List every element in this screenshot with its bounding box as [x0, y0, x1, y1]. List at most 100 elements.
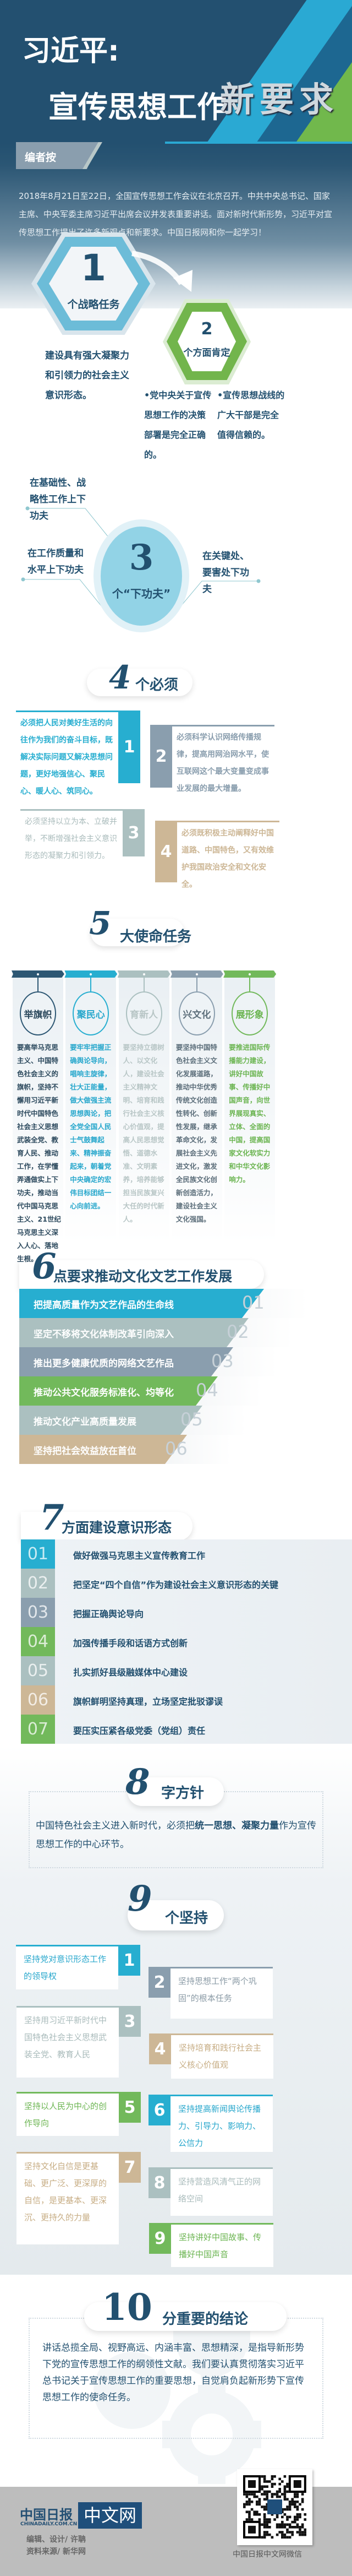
s6-row-number: 01 [242, 1292, 265, 1313]
ribbon-connector [196, 977, 197, 991]
s7-row-text: 加强传播手段和话语方式创新 [73, 1638, 188, 1648]
ribbon-dot-icon [37, 973, 39, 975]
ribbon-connector [249, 977, 251, 991]
s6-heading [19, 1260, 264, 1289]
s6-row-number: 04 [196, 1380, 218, 1401]
s2-number: 2 [201, 319, 213, 339]
s9-item-number: 9 [149, 2223, 171, 2254]
s6-row: 推动文化产业高质量发展 [19, 1406, 202, 1435]
s4-item-number: 2 [150, 725, 172, 788]
mission-title: 聚民心 [73, 991, 109, 1035]
qr-caption: 中国日报中文网微信 [233, 2550, 302, 2559]
title-highlight: 新要求 [220, 79, 339, 120]
mission-column: 举旗帜要高举马克思主义、中国特色社会主义的旗帜，坚持不懈用习近平新时代中国特色社… [12, 970, 64, 1263]
s6-row-number: 06 [165, 1438, 188, 1459]
s1-label: 个战略任务 [67, 299, 120, 311]
s3-circle [101, 527, 182, 626]
s7-row: 06 旗帜鲜明坚持真理，立场坚定批驳谬误 [21, 1685, 352, 1715]
mission-text: 要高举马克思主义、中国特色社会主义的旗帜，坚持不懈用习近平新时代中国特色社会主义… [17, 1043, 61, 1263]
qr-code [237, 2469, 312, 2545]
s10-text: 讲话总揽全局、视野高远、内涵丰富、思想精深，是指导新形势下党的宣传思想工作的纲领… [42, 2342, 304, 2403]
s8-text-before: 中国特色社会主义进入新时代，必须把 [36, 1820, 195, 1831]
s2-item-2: •宣传思想战线的广大干部是完全值得信赖的。 [217, 390, 285, 440]
s3-item-3: 在关键处、要害处下功夫 [202, 551, 249, 595]
s7-row: 03 把握正确舆论导向 [21, 1598, 352, 1627]
s4-item-bar [155, 821, 279, 822]
s10-number: 10 [102, 2286, 152, 2329]
s4-item-number: 4 [155, 821, 177, 882]
s4-item-number: 1 [118, 711, 140, 783]
mission-text: 要坚持中国特色社会主义文化发展道路，推动中华优秀传统文化创造性转化、创新性发展，… [175, 1043, 217, 1223]
s2-label: 个方面肯定 [183, 348, 230, 359]
mission-column: 展形象要推进国际传播能力建设，讲好中国故事、传播好中国声音，向世界展现真实、立体… [223, 970, 277, 1243]
ribbon-connector [37, 977, 38, 991]
s7-row: 04 加强传播手段和话语方式创新 [21, 1627, 352, 1656]
s9-item-text: 坚持营造风清气正的网络空间 [170, 2167, 273, 2216]
s7-row-text: 做好做强马克思主义宣传教育工作 [73, 1550, 206, 1561]
s7-row: 07 要压实压紧各级党委（党组）责任 [21, 1715, 352, 1744]
s3-item-1: 在基础性、战略性工作上下功夫 [30, 478, 86, 522]
s9-item-text: 坚持党对意识形态工作的领导权 [16, 1945, 118, 1989]
s9-item-text: 坚持讲好中国故事、传播好中国声音 [171, 2223, 273, 2267]
s9-item-text: 坚持用习近平新时代中国特色社会主义思想武装全党、教育人民 [16, 2006, 119, 2078]
s7-row-text: 把坚定“四个自信”作为建设社会主义意识形态的关键 [73, 1580, 279, 1590]
ribbon-connector [90, 977, 92, 991]
s4-item-bar [16, 711, 140, 712]
s7-heading [21, 1512, 193, 1541]
s5-label: 大使命任务 [120, 929, 192, 945]
s7-row-text: 要压实压紧各级党委（党组）责任 [73, 1726, 206, 1736]
s10-label: 分重要的结论 [162, 2311, 249, 2328]
logo-domain: CHINADAILY.COM.CN [20, 2521, 78, 2527]
qr-code-pattern [243, 2475, 306, 2539]
s7-row-number: 04 [21, 1627, 55, 1656]
s3-label: 个“下功夫” [112, 587, 171, 600]
s6-row: 把提高质量作为文艺作品的生命线 [19, 1289, 264, 1318]
s6-number: 6 [32, 1246, 57, 1287]
s7-number: 7 [40, 1497, 64, 1538]
s7-row-text: 旗帜鲜明坚持真理，立场坚定批驳谬误 [73, 1696, 223, 1707]
s6-row-number: 05 [180, 1409, 203, 1430]
mission-title: 育新人 [125, 991, 162, 1035]
mission-title: 展形象 [232, 991, 268, 1035]
editor-note-label: 编者按 [16, 142, 98, 169]
s4-item-bar [20, 809, 145, 811]
s9-item-number: 6 [148, 2095, 170, 2125]
title-line-1: 习近平: [22, 35, 119, 68]
s9-item-number: 8 [148, 2167, 170, 2198]
s9-item-text: 坚持思想工作“两个巩固”的根本任务 [170, 1967, 273, 2019]
s6-row: 推动公共文化服务标准化、均等化 [19, 1376, 218, 1406]
mission-title: 举旗帜 [20, 991, 56, 1035]
s4-label: 个必须 [135, 677, 179, 693]
s6-row-number: 03 [211, 1351, 234, 1371]
s7-row-number: 03 [21, 1598, 55, 1627]
s9-heading [128, 1900, 224, 1930]
mission-text: 要推进国际传播能力建设，讲好中国故事、传播好中国声音，向世界展现真实、立体、全面… [229, 1043, 271, 1184]
s9-item-text: 坚持文化自信是更基础、更广泛、更深厚的自信，是更基本、更深沉、更持久的力量 [16, 2152, 119, 2244]
s10-heading [84, 2302, 287, 2331]
s9-label: 个坚持 [165, 1910, 208, 1927]
s7-row-number: 05 [21, 1656, 55, 1685]
s5-heading [91, 919, 184, 946]
s4-item-text: 必须把人民对美好生活的向往作为我们的奋斗目标，既解决实际问题又解决思想问题，更好… [20, 719, 113, 796]
s8-heading [128, 1777, 224, 1806]
s8-number: 8 [125, 1761, 150, 1803]
s9-item-text: 坚持培育和践行社会主义核心价值观 [171, 2033, 273, 2079]
s4-item-text: 必须科学认识网络传播规律，提高用网治网水平，使互联网这个最大变量变成事业发展的最… [177, 733, 269, 793]
ribbon-connector [143, 977, 145, 991]
s9-item-number: 5 [119, 2092, 141, 2123]
s9-item-number: 4 [149, 2033, 171, 2064]
ribbon-dot-icon [249, 973, 251, 975]
s7-row-number: 01 [21, 1539, 55, 1569]
s6-row: 坚持把社会效益放在首位 [19, 1435, 187, 1464]
s5-number: 5 [89, 904, 112, 942]
credit-source: 资料来源/ 新华网 [26, 2547, 86, 2556]
s4-heading [87, 669, 193, 696]
s4-item-text: 必须既积极主动阐释好中国道路、中国特色，又有效维护我国政治安全和文化安全。 [182, 829, 274, 889]
mission-text: 要坚持立德树人、以文化人，建设社会主义精神文明、培育和践行社会主义核心价值观，提… [123, 1043, 164, 1223]
s9-item-number: 3 [119, 2006, 141, 2037]
s7-row-text: 把握正确舆论导向 [73, 1609, 144, 1619]
ribbon-dot-icon [142, 973, 145, 975]
s7-row: 05 扎实抓好县级融媒体中心建设 [21, 1656, 352, 1685]
s6-row: 坚定不移将文化体制改革引向深入 [19, 1318, 249, 1347]
s9-item-text: 坚持提高新闻舆论传播力、引导力、影响力、公信力 [170, 2095, 273, 2152]
